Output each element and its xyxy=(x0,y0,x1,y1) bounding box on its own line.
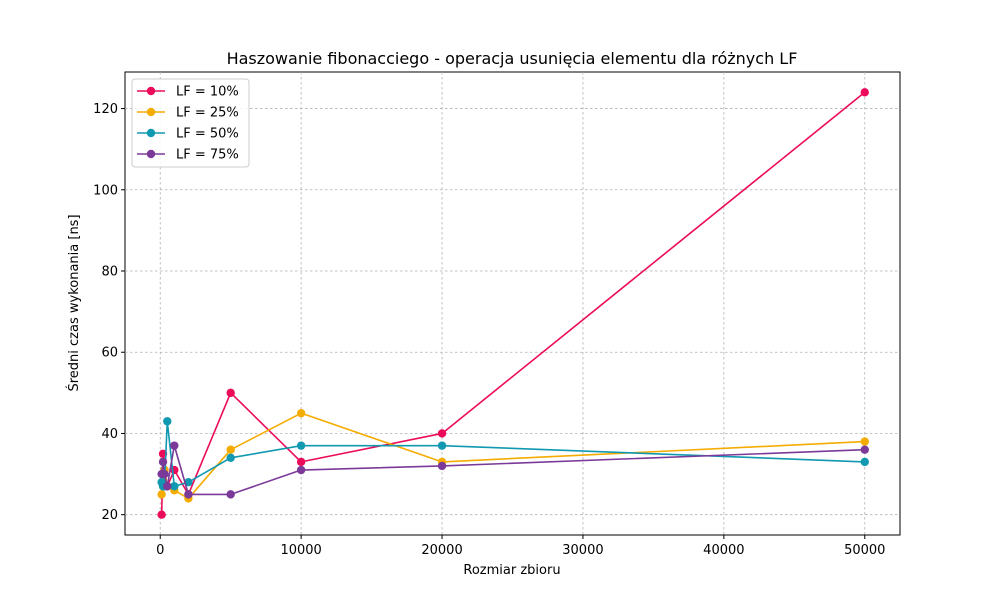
y-tick-label: 60 xyxy=(101,346,118,361)
data-point xyxy=(860,437,869,446)
data-point xyxy=(296,457,306,467)
x-tick-label: 50000 xyxy=(844,543,885,558)
data-point xyxy=(226,445,235,454)
legend-item: LF = 25% xyxy=(137,106,239,121)
series-2 xyxy=(157,408,869,503)
y-tick-label: 80 xyxy=(101,265,118,280)
data-point xyxy=(226,490,235,499)
data-point xyxy=(160,469,169,479)
legend-label: LF = 50% xyxy=(176,127,239,142)
data-point xyxy=(437,429,447,438)
y-tick-label: 40 xyxy=(101,427,118,442)
y-tick-label: 120 xyxy=(93,102,118,117)
data-point xyxy=(296,408,306,418)
data-point xyxy=(296,465,306,475)
data-point xyxy=(437,461,447,471)
legend-marker xyxy=(146,107,156,117)
legend-item: LF = 50% xyxy=(137,127,239,142)
x-tick-label: 30000 xyxy=(562,543,603,558)
x-tick-label: 20000 xyxy=(421,543,462,558)
data-point xyxy=(860,457,869,467)
data-point xyxy=(860,445,869,454)
data-point xyxy=(860,88,869,97)
legend-label: LF = 10% xyxy=(176,85,239,100)
chart-title: Haszowanie fibonacciego - operacja usuni… xyxy=(227,49,798,68)
data-point xyxy=(226,453,235,463)
legend-item: LF = 75% xyxy=(137,148,239,163)
data-point xyxy=(184,490,193,499)
data-point xyxy=(170,482,179,491)
x-tick-label: 0 xyxy=(156,543,164,558)
x-axis-label: Rozmiar zbioru xyxy=(463,563,560,578)
legend-marker xyxy=(146,128,156,138)
data-point xyxy=(157,490,166,499)
legend-marker xyxy=(146,86,156,96)
data-point xyxy=(158,457,168,467)
y-tick-label: 20 xyxy=(101,508,118,523)
data-point xyxy=(437,441,447,450)
y-axis-label: Średni czas wykonania [ns] xyxy=(66,214,82,391)
legend-label: LF = 75% xyxy=(176,148,239,163)
plot-area xyxy=(124,71,901,536)
series-4 xyxy=(157,441,869,499)
series-line xyxy=(160,444,865,496)
data-point xyxy=(296,441,306,450)
legend-marker xyxy=(146,149,156,159)
data-point xyxy=(163,482,172,491)
grid xyxy=(125,72,900,535)
series-line xyxy=(160,412,865,500)
x-axis-ticks: 0 10000 20000 30000 40000 50000 xyxy=(156,535,885,558)
x-tick-label: 40000 xyxy=(703,543,744,558)
data-point xyxy=(170,441,179,450)
y-tick-label: 100 xyxy=(93,183,118,198)
data-point xyxy=(157,510,166,519)
legend-label: LF = 25% xyxy=(176,106,239,121)
legend-box xyxy=(131,78,250,168)
x-tick-label: 10000 xyxy=(280,543,321,558)
legend: LF = 10% LF = 25% LF = 50% LF = 75% xyxy=(131,78,250,168)
y-axis-ticks: 20 40 60 80 100 120 xyxy=(93,102,125,523)
series-layer xyxy=(157,88,869,519)
data-point xyxy=(226,388,235,398)
data-point xyxy=(163,417,172,426)
legend-item: LF = 10% xyxy=(137,85,239,100)
